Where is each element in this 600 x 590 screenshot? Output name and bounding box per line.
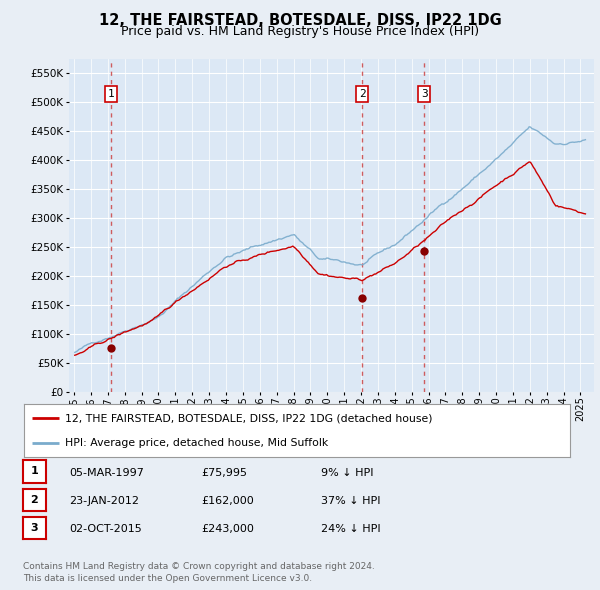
Text: 9% ↓ HPI: 9% ↓ HPI [321,468,373,477]
Text: 2: 2 [359,89,365,99]
Text: 23-JAN-2012: 23-JAN-2012 [69,496,139,506]
Text: 12, THE FAIRSTEAD, BOTESDALE, DISS, IP22 1DG (detached house): 12, THE FAIRSTEAD, BOTESDALE, DISS, IP22… [65,414,433,424]
Text: £162,000: £162,000 [201,496,254,506]
Text: Price paid vs. HM Land Registry's House Price Index (HPI): Price paid vs. HM Land Registry's House … [121,25,479,38]
Text: 37% ↓ HPI: 37% ↓ HPI [321,496,380,506]
Text: 02-OCT-2015: 02-OCT-2015 [69,525,142,534]
Text: 05-MAR-1997: 05-MAR-1997 [69,468,144,477]
Text: Contains HM Land Registry data © Crown copyright and database right 2024.
This d: Contains HM Land Registry data © Crown c… [23,562,374,583]
Text: 1: 1 [107,89,114,99]
Text: 12, THE FAIRSTEAD, BOTESDALE, DISS, IP22 1DG: 12, THE FAIRSTEAD, BOTESDALE, DISS, IP22… [98,13,502,28]
Text: HPI: Average price, detached house, Mid Suffolk: HPI: Average price, detached house, Mid … [65,438,328,448]
Text: £75,995: £75,995 [201,468,247,477]
Text: 1: 1 [31,467,38,476]
Text: 24% ↓ HPI: 24% ↓ HPI [321,525,380,534]
Text: 2: 2 [31,495,38,504]
Text: 3: 3 [31,523,38,533]
Text: 3: 3 [421,89,428,99]
Text: £243,000: £243,000 [201,525,254,534]
